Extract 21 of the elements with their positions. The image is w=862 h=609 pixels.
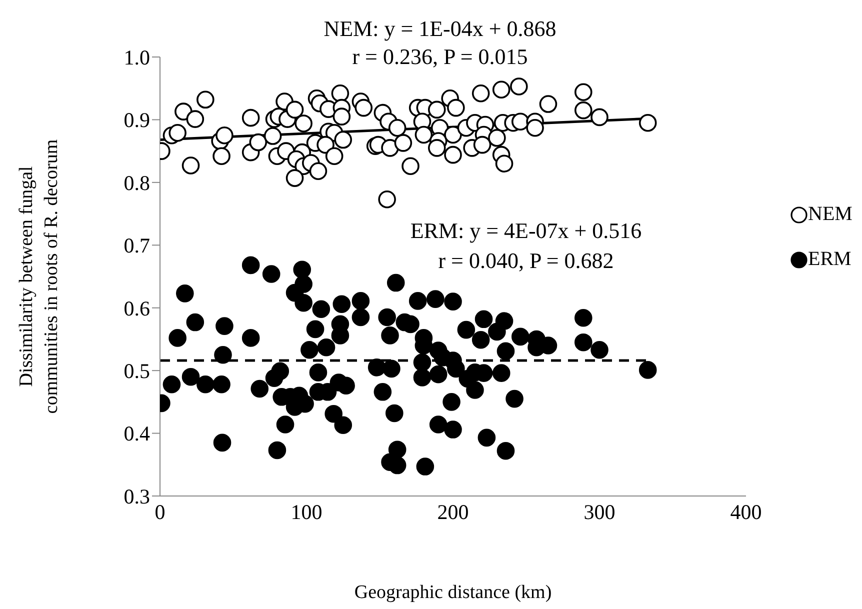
y-tick-label: 0.9 bbox=[124, 108, 150, 132]
y-tick-label: 0.3 bbox=[124, 484, 150, 508]
annotation: ERM: y = 4E-07x + 0.516 bbox=[410, 218, 642, 244]
y-tick-label: 0.8 bbox=[124, 170, 150, 195]
legend-label: NEM bbox=[808, 203, 852, 226]
y-tick-label: 0.6 bbox=[124, 296, 150, 320]
annotation: r = 0.040, P = 0.682 bbox=[438, 248, 614, 274]
x-tick-label: 200 bbox=[437, 500, 469, 524]
y-tick-label: 0.4 bbox=[124, 422, 150, 446]
x-tick-label: 100 bbox=[290, 500, 322, 524]
y-tick-label: 0.7 bbox=[124, 234, 150, 258]
legend-label: ERM bbox=[808, 248, 852, 271]
x-axis-title: Geographic distance (km) bbox=[354, 582, 552, 603]
x-tick-label: 0 bbox=[154, 500, 166, 524]
y-axis-title: Dissimilarity between fungal communities in roots of R. decorum bbox=[16, 139, 62, 414]
text: NEM: y = 1E-04x + 0.868 bbox=[324, 16, 556, 42]
annotation: r = 0.236, P = 0.015 bbox=[352, 44, 528, 70]
x-tick-label: 400 bbox=[730, 500, 762, 524]
y-tick-label: 0.5 bbox=[124, 359, 150, 384]
y-tick-label: 1.0 bbox=[124, 45, 150, 70]
x-tick-label: 300 bbox=[584, 500, 616, 524]
